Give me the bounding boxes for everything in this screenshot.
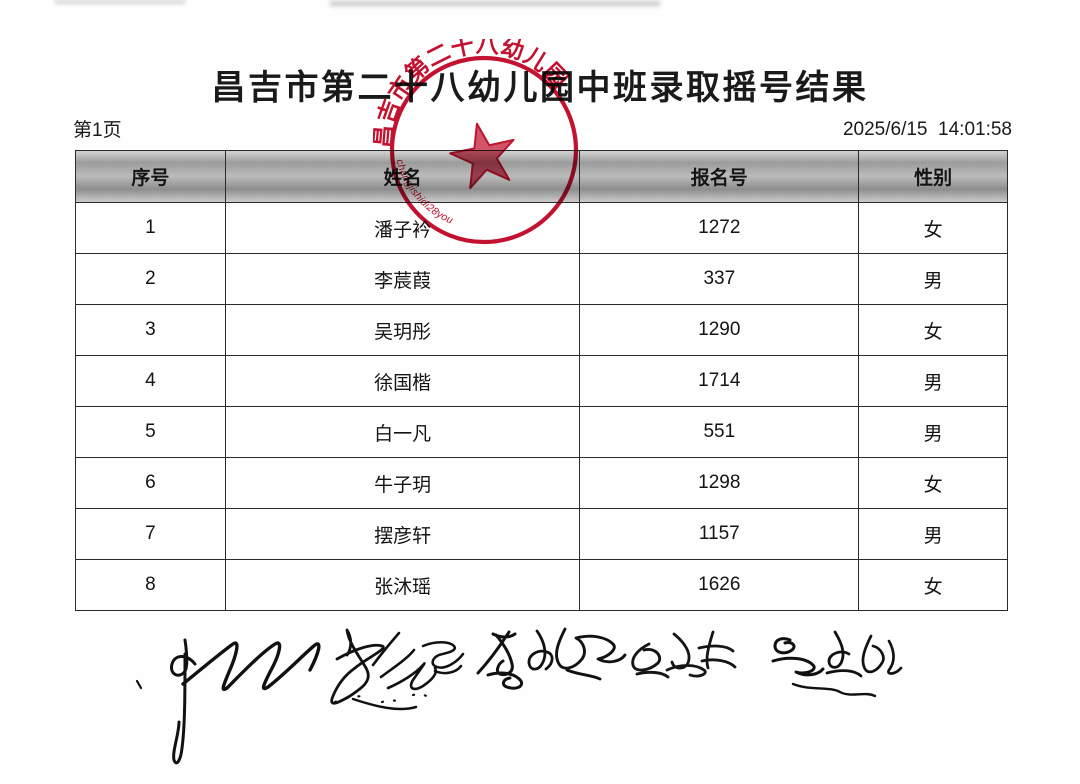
svg-text:昌吉市第二十八幼儿园: 昌吉市第二十八幼儿园	[373, 39, 573, 149]
